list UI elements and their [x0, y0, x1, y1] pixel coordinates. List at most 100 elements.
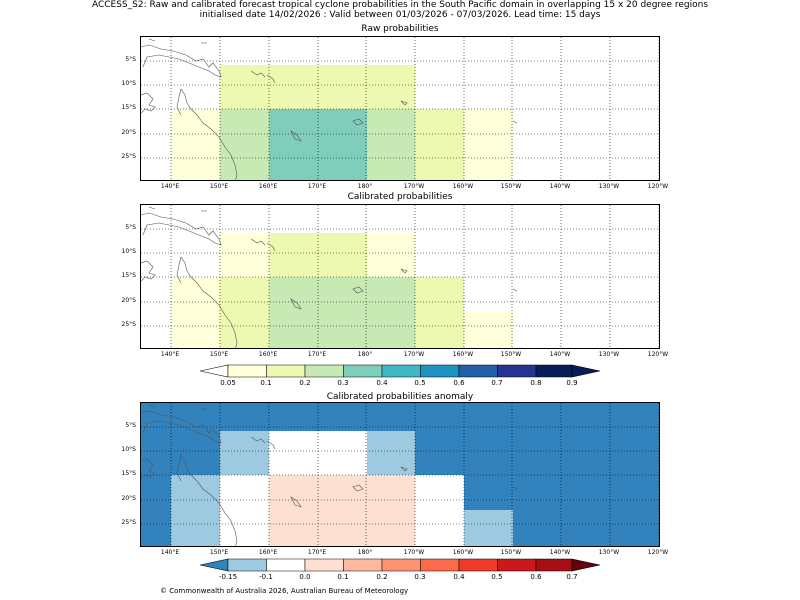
calibrated-lon-label: 160°W	[452, 351, 474, 358]
raw-region-cell	[415, 109, 464, 180]
anomaly-colorbar-label: 0.2	[376, 573, 388, 581]
probability-colorbar-label: 0.2	[299, 379, 311, 387]
raw-region-cell	[269, 109, 367, 180]
anomaly-colorbar	[199, 557, 602, 576]
anomaly-lon-label: 170°W	[403, 549, 425, 556]
anomaly-map	[140, 402, 660, 547]
calibrated-region-cell	[366, 233, 415, 277]
raw-lon-label: 140°E	[160, 183, 180, 190]
anomaly-lon-label: 160°W	[452, 549, 474, 556]
anomaly-colorbar-label: 0.5	[491, 573, 503, 581]
anomaly-colorbar-label: 0.7	[566, 573, 578, 581]
probability-colorbar-label: 0.7	[491, 379, 503, 387]
probability-colorbar-svg	[199, 364, 601, 378]
anomaly-lon-label: 140°W	[549, 549, 571, 556]
calibrated-lat-label: 10°S	[121, 248, 136, 255]
probability-colorbar-label: 0.9	[566, 379, 578, 387]
calibrated-lon-label: 160°E	[258, 351, 278, 358]
anomaly-graticule	[141, 403, 659, 546]
calibrated-graticule	[141, 205, 659, 348]
calibrated-map-svg	[141, 205, 659, 348]
anomaly-coastlines	[141, 404, 518, 546]
anomaly-region-cell	[171, 475, 220, 546]
raw-region-cell	[220, 65, 415, 109]
anomaly-colorbar-label: 0.6	[530, 573, 542, 581]
calibrated-coastlines	[141, 206, 518, 348]
calibrated-lon-label: 170°E	[307, 351, 327, 358]
calibrated-lat-label: 25°S	[121, 321, 136, 328]
calibrated-panel-title: Calibrated probabilities	[347, 192, 453, 202]
anomaly-region-cell	[269, 475, 415, 546]
raw-lon-label: 170°W	[403, 183, 425, 190]
anomaly-lat-label: 20°S	[121, 495, 136, 502]
probability-colorbar-label: 0.05	[220, 379, 236, 387]
calibrated-lon-label: 130°W	[598, 351, 620, 358]
anomaly-region-cell	[220, 475, 269, 546]
anomaly-region-cell	[366, 431, 415, 475]
calibrated-region-cell	[220, 277, 269, 348]
copyright-notice: © Commonwealth of Australia 2026, Austra…	[160, 587, 409, 595]
calibrated-region-cell	[269, 233, 367, 277]
raw-lat-label: 15°S	[121, 104, 136, 111]
raw-lat-label: 10°S	[121, 80, 136, 87]
calibrated-lon-label: 140°E	[160, 351, 180, 358]
anomaly-lon-label: 120°W	[647, 549, 669, 556]
calibrated-region-cell	[464, 312, 513, 348]
calibrated-region-cell	[220, 233, 269, 277]
calibrated-lon-label: 120°W	[647, 351, 669, 358]
raw-lon-label: 120°W	[647, 183, 669, 190]
anomaly-colorbar-label: -0.1	[259, 573, 273, 581]
probability-colorbar-label: 0.3	[337, 379, 349, 387]
anomaly-colorbar-label: -0.15	[218, 573, 238, 581]
figure-subtitle: initialised date 14/02/2026 : Valid betw…	[199, 10, 601, 20]
anomaly-lon-label: 150°W	[500, 549, 522, 556]
figure-title: ACCESS_S2: Raw and calibrated forecast t…	[91, 0, 709, 10]
anomaly-lon-label: 160°E	[258, 549, 278, 556]
anomaly-region-cell	[220, 431, 269, 475]
anomaly-colorbar-label: 0.0	[299, 573, 311, 581]
raw-lat-label: 20°S	[121, 129, 136, 136]
raw-lon-label: 140°W	[549, 183, 571, 190]
anomaly-lon-label: 170°E	[307, 549, 327, 556]
anomaly-colorbar-svg	[199, 558, 601, 572]
raw-map-svg	[141, 37, 659, 180]
raw-probability-map	[140, 36, 660, 181]
anomaly-map-svg	[141, 403, 659, 546]
probability-colorbar-label: 0.1	[260, 379, 272, 387]
anomaly-lat-label: 15°S	[121, 470, 136, 477]
calibrated-lon-label: 150°W	[500, 351, 522, 358]
calibrated-probability-map	[140, 204, 660, 349]
anomaly-colorbar-label: 0.4	[453, 573, 465, 581]
calibrated-lat-label: 20°S	[121, 297, 136, 304]
probability-colorbar	[199, 363, 602, 382]
raw-coastlines	[141, 38, 518, 180]
raw-lon-label: 150°E	[209, 183, 229, 190]
raw-lon-label: 150°W	[500, 183, 522, 190]
raw-lon-label: 160°W	[452, 183, 474, 190]
probability-colorbar-label: 0.6	[453, 379, 465, 387]
anomaly-lon-label: 140°E	[160, 549, 180, 556]
raw-panel-title: Raw probabilities	[361, 24, 439, 34]
anomaly-region-cell	[415, 475, 464, 546]
anomaly-lat-label: 10°S	[121, 446, 136, 453]
probability-colorbar-label: 0.5	[414, 379, 426, 387]
calibrated-region-cell	[415, 277, 464, 348]
calibrated-lon-label: 170°W	[403, 351, 425, 358]
calibrated-lon-label: 150°E	[209, 351, 229, 358]
anomaly-lon-label: 180°	[357, 549, 373, 556]
raw-lon-label: 130°W	[598, 183, 620, 190]
raw-lon-label: 160°E	[258, 183, 278, 190]
probability-colorbar-label: 0.4	[376, 379, 388, 387]
anomaly-region-cell	[269, 431, 367, 475]
raw-lat-label: 25°S	[121, 153, 136, 160]
calibrated-region-cell	[269, 277, 415, 348]
calibrated-lon-label: 180°	[357, 351, 373, 358]
probability-colorbar-label: 0.8	[530, 379, 542, 387]
calibrated-region-cell	[171, 277, 220, 348]
anomaly-region-cell	[464, 510, 513, 546]
raw-lat-label: 5°S	[125, 56, 136, 63]
raw-graticule	[141, 37, 659, 180]
anomaly-panel-title: Calibrated probabilities anomaly	[326, 392, 474, 402]
anomaly-lon-label: 130°W	[598, 549, 620, 556]
calibrated-lon-label: 140°W	[549, 351, 571, 358]
